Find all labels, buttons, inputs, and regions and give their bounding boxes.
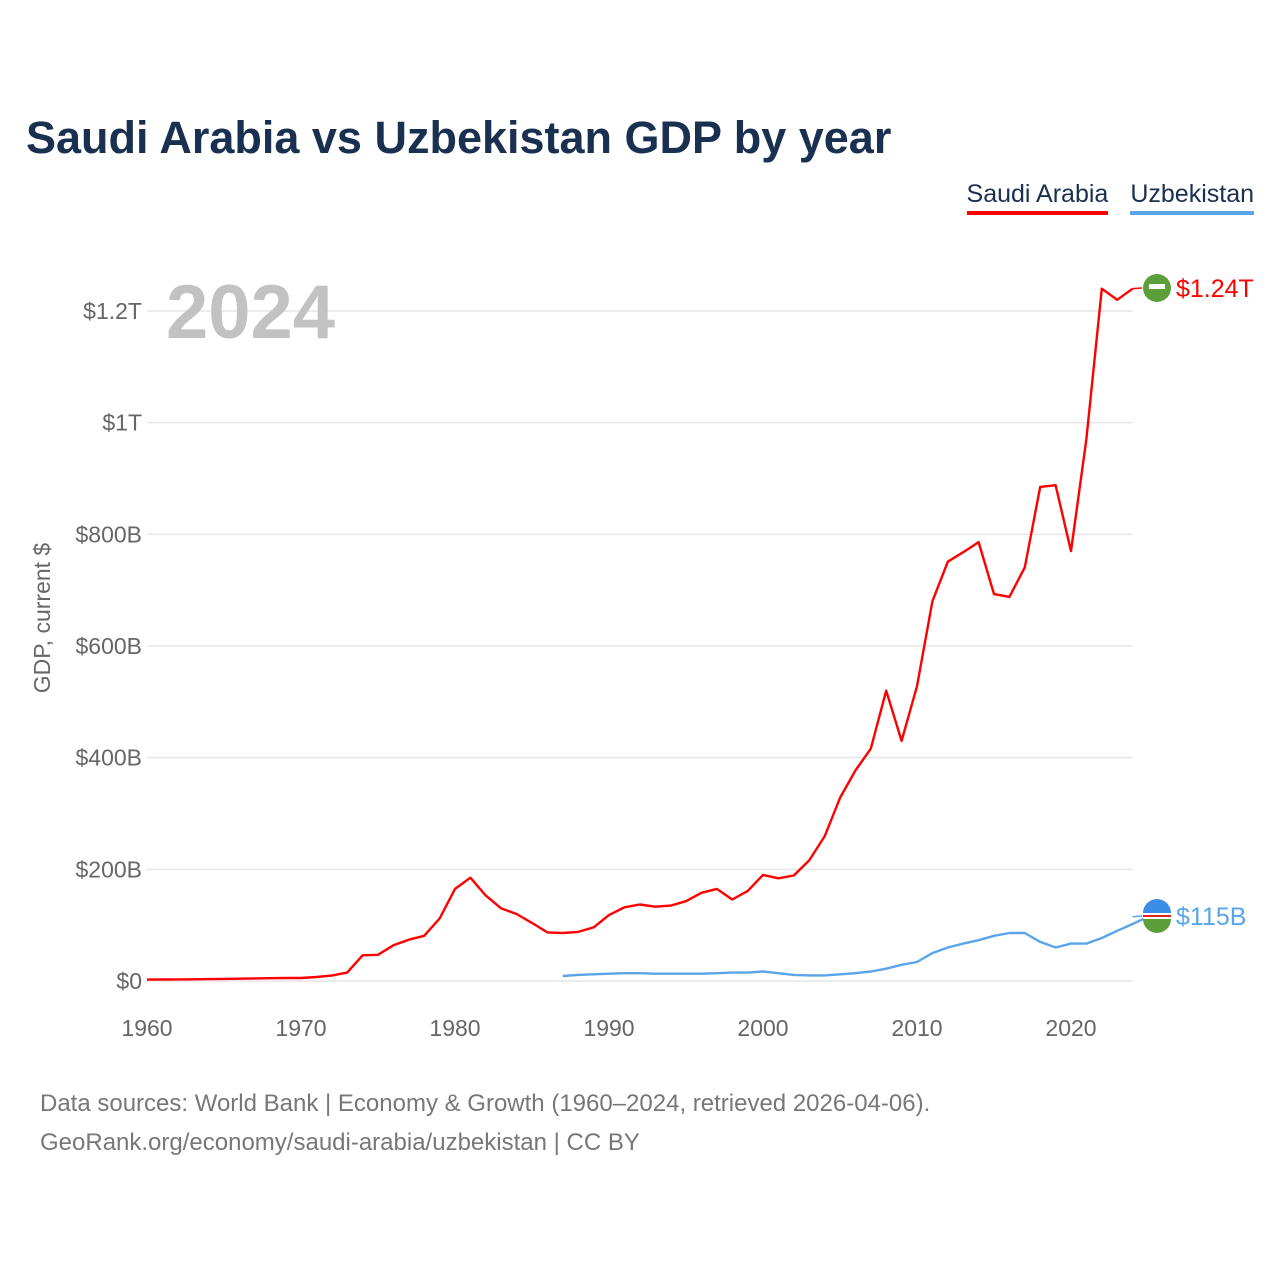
x-tick-label: 2010 [891, 1015, 942, 1041]
x-tick-label: 2000 [737, 1015, 788, 1041]
y-axis-label: GDP, current $ [29, 543, 55, 694]
end-connector [1132, 915, 1143, 918]
footer-link[interactable]: GeoRank.org/economy/saudi-arabia/uzbekis… [40, 1129, 640, 1156]
uzbekistan-flag-blue [1143, 899, 1171, 913]
x-tick-label: 1990 [583, 1015, 634, 1041]
legend-saudi-arabia[interactable]: Saudi Arabia [966, 180, 1109, 215]
x-tick-label: 1960 [121, 1015, 172, 1041]
end-value-label: $1.24T [1176, 275, 1254, 303]
uzbekistan-flag-red [1143, 915, 1171, 917]
y-tick-label: $0 [116, 968, 142, 994]
series-line-saudi-arabia [146, 287, 1134, 981]
legend-uzbekistan[interactable]: Uzbekistan [1130, 180, 1254, 215]
chart-title: Saudi Arabia vs Uzbekistan GDP by year [26, 112, 892, 163]
series-line-uzbekistan [562, 915, 1149, 978]
y-tick-label: $400B [75, 745, 142, 771]
end-connector [1132, 287, 1143, 290]
footer: Data sources: World Bank | Economy & Gro… [40, 1084, 930, 1162]
y-tick-label: $600B [75, 633, 142, 659]
end-value-label: $115B [1176, 903, 1246, 931]
legend: Saudi Arabia Uzbekistan [966, 180, 1254, 215]
x-tick-label: 2020 [1045, 1015, 1096, 1041]
y-tick-label: $1T [102, 410, 142, 436]
uzbekistan-flag-green [1143, 919, 1171, 933]
saudi-flag-emblem-icon [1149, 284, 1165, 289]
year-watermark: 2024 [166, 270, 335, 355]
footer-sources: Data sources: World Bank | Economy & Gro… [40, 1090, 931, 1117]
y-tick-label: $1.2T [83, 298, 142, 324]
y-tick-label: $200B [75, 856, 142, 882]
x-tick-label: 1970 [275, 1015, 326, 1041]
y-tick-label: $800B [75, 521, 142, 547]
x-tick-label: 1980 [429, 1015, 480, 1041]
